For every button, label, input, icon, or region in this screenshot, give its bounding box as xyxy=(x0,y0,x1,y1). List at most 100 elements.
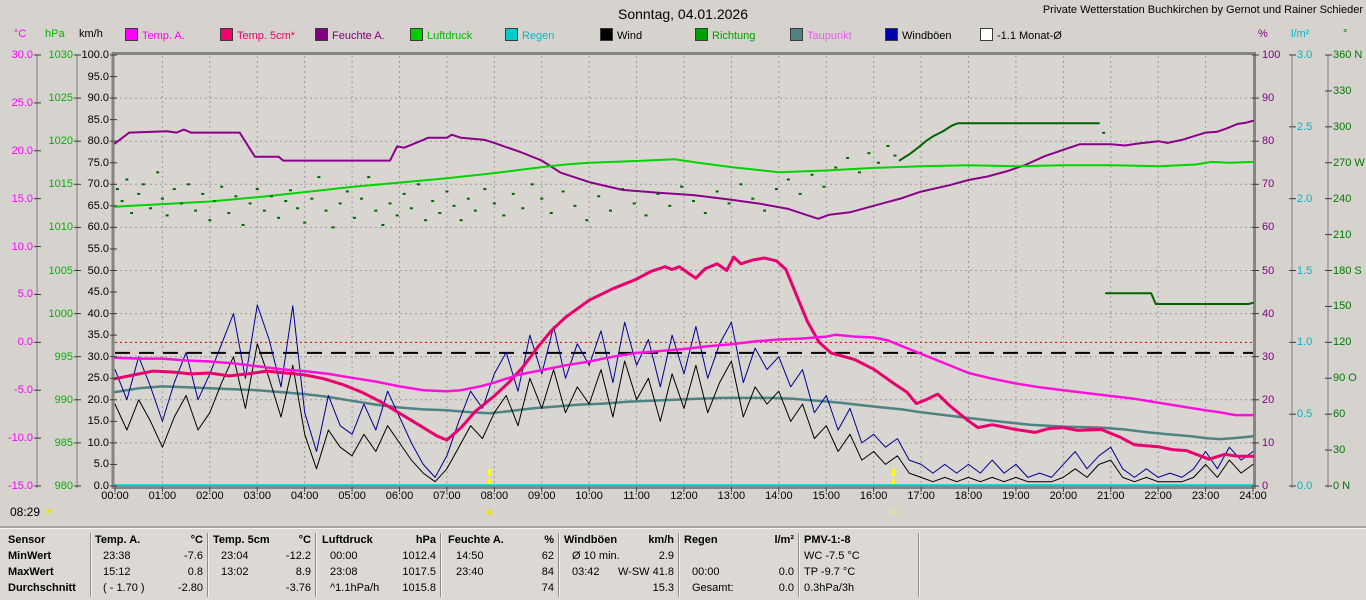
hour-label: 19:00 xyxy=(1002,490,1030,502)
series-richtung-dot xyxy=(502,214,506,217)
cell-right: 1017.5 xyxy=(402,566,436,578)
hour-label: 11:00 xyxy=(623,490,650,502)
pct-tick-label: 60 xyxy=(1262,221,1275,234)
kmh-tick-label: 20.0 xyxy=(87,393,109,406)
pct-tick-label: 20 xyxy=(1262,393,1275,406)
series-richtung-dot xyxy=(739,183,743,186)
series-richtung-dot xyxy=(561,190,565,193)
series-richtung-dot xyxy=(609,209,613,212)
hpa-tick-label: 995 xyxy=(54,350,73,363)
series-richtung-dot xyxy=(424,219,428,222)
cell-right: 8.9 xyxy=(295,566,311,578)
series-richtung-dot xyxy=(277,216,281,219)
col-unit: °C xyxy=(298,534,311,546)
series-richtung-dot xyxy=(352,216,356,219)
series-richtung-dot xyxy=(867,152,871,155)
legend-label: Taupunkt xyxy=(807,30,852,42)
pct-tick-label: 10 xyxy=(1262,436,1275,449)
series-richtung-dot xyxy=(857,171,861,174)
table-separator xyxy=(207,533,209,597)
series-richtung-dot xyxy=(130,212,134,215)
col-unit: % xyxy=(544,534,554,546)
page-title: Sonntag, 04.01.2026 xyxy=(617,6,748,22)
pct-axis-header: % xyxy=(1258,28,1268,40)
hpa-tick-label: 1015 xyxy=(48,178,73,191)
deg-axis-header: ° xyxy=(1343,28,1348,40)
c-tick-label: 0.0 xyxy=(17,336,33,349)
hour-label: 07:00 xyxy=(433,490,461,502)
legend-label: Richtung xyxy=(712,30,756,42)
series-richtung-dot xyxy=(763,209,767,212)
series-richtung-dot xyxy=(220,185,224,188)
cell-right: 0.0 xyxy=(778,566,794,578)
cell-left: ( - 1.70 ) xyxy=(103,582,145,594)
series-richtung-dot xyxy=(288,189,292,192)
cell-left: Ø 10 min. xyxy=(572,550,620,562)
deg-tick-label: 270 W xyxy=(1333,156,1365,169)
cell-left: 15:12 xyxy=(103,566,131,578)
pct-tick-label: 70 xyxy=(1262,178,1275,191)
series-richtung-dot xyxy=(540,197,544,200)
deg-tick-label: 360 N xyxy=(1333,49,1363,61)
weather-chart xyxy=(34,52,1332,492)
sunset-icon: ☀ xyxy=(887,505,900,520)
series-temp-5cm-line xyxy=(113,255,1255,461)
cell-right: 1012.4 xyxy=(402,550,436,562)
legend-item-4: Luftdruck xyxy=(410,28,473,42)
cell-left: TP -9.7 °C xyxy=(804,566,856,578)
series-richtung-dot xyxy=(715,190,719,193)
hpa-tick-label: 1020 xyxy=(48,135,73,148)
cell-left: 14:50 xyxy=(456,550,484,562)
deg-tick-label: 150 xyxy=(1333,300,1352,313)
series-richtung-dot xyxy=(255,188,259,191)
c-axis-header: °C xyxy=(14,28,27,40)
deg-tick-label: 120 xyxy=(1333,336,1352,349)
series-richtung-dot xyxy=(774,188,778,191)
cell-left: 13:02 xyxy=(221,566,249,578)
series-temp-a-line xyxy=(113,333,1255,417)
kmh-tick-label: 50.0 xyxy=(87,264,109,277)
series-richtung-dot xyxy=(125,178,129,181)
cell-right: 15.3 xyxy=(652,582,674,594)
pct-tick-label: 80 xyxy=(1262,135,1275,148)
kmh-tick-label: 15.0 xyxy=(87,415,109,428)
hour-label: 24:00 xyxy=(1239,490,1267,502)
cell-left: 23:08 xyxy=(330,566,358,578)
series-richtung-dot xyxy=(668,204,672,207)
legend-swatch xyxy=(695,28,708,41)
pct-tick-label: 50 xyxy=(1262,264,1275,277)
series-richtung-dot xyxy=(1102,131,1106,134)
deg-tick-label: 330 xyxy=(1333,84,1352,97)
col-title: Feuchte A. xyxy=(448,534,504,546)
series-richtung-dot xyxy=(141,183,145,186)
deg-tick-label: 60 xyxy=(1333,408,1346,421)
legend-label: Luftdruck xyxy=(427,30,473,42)
legend-swatch xyxy=(125,28,138,41)
legend-swatch xyxy=(980,28,993,41)
hour-label: 15:00 xyxy=(812,490,841,502)
series-richtung-dot xyxy=(234,195,238,198)
series-richtung-dot xyxy=(201,192,205,195)
col-unit: °C xyxy=(190,534,203,546)
series-richtung-dot xyxy=(149,207,153,210)
series-richtung-dot xyxy=(549,212,553,215)
c-tick-label: -5.0 xyxy=(14,384,33,397)
series-richtung-dot xyxy=(317,176,321,179)
deg-tick-label: 210 xyxy=(1333,228,1352,241)
series-richtung-dot xyxy=(402,192,406,195)
series-richtung-dot xyxy=(310,197,314,200)
series-richtung-dot xyxy=(115,188,119,191)
kmh-tick-label: 0.0 xyxy=(93,480,109,492)
series-richtung-dot xyxy=(466,197,470,200)
kmh-tick-label: 65.0 xyxy=(87,199,109,212)
hpa-tick-label: 1030 xyxy=(48,49,73,61)
hour-label: 02:00 xyxy=(196,490,224,502)
col-title: Regen xyxy=(684,534,718,546)
hpa-tick-label: 1000 xyxy=(48,307,73,320)
series-richtung-dot xyxy=(483,188,487,191)
series-richtung-dot xyxy=(208,219,212,222)
hour-label: 10:00 xyxy=(575,490,603,502)
series-richtung-dot xyxy=(137,192,141,195)
series-richtung-dot xyxy=(876,161,880,164)
series-richtung-dot xyxy=(388,202,392,205)
